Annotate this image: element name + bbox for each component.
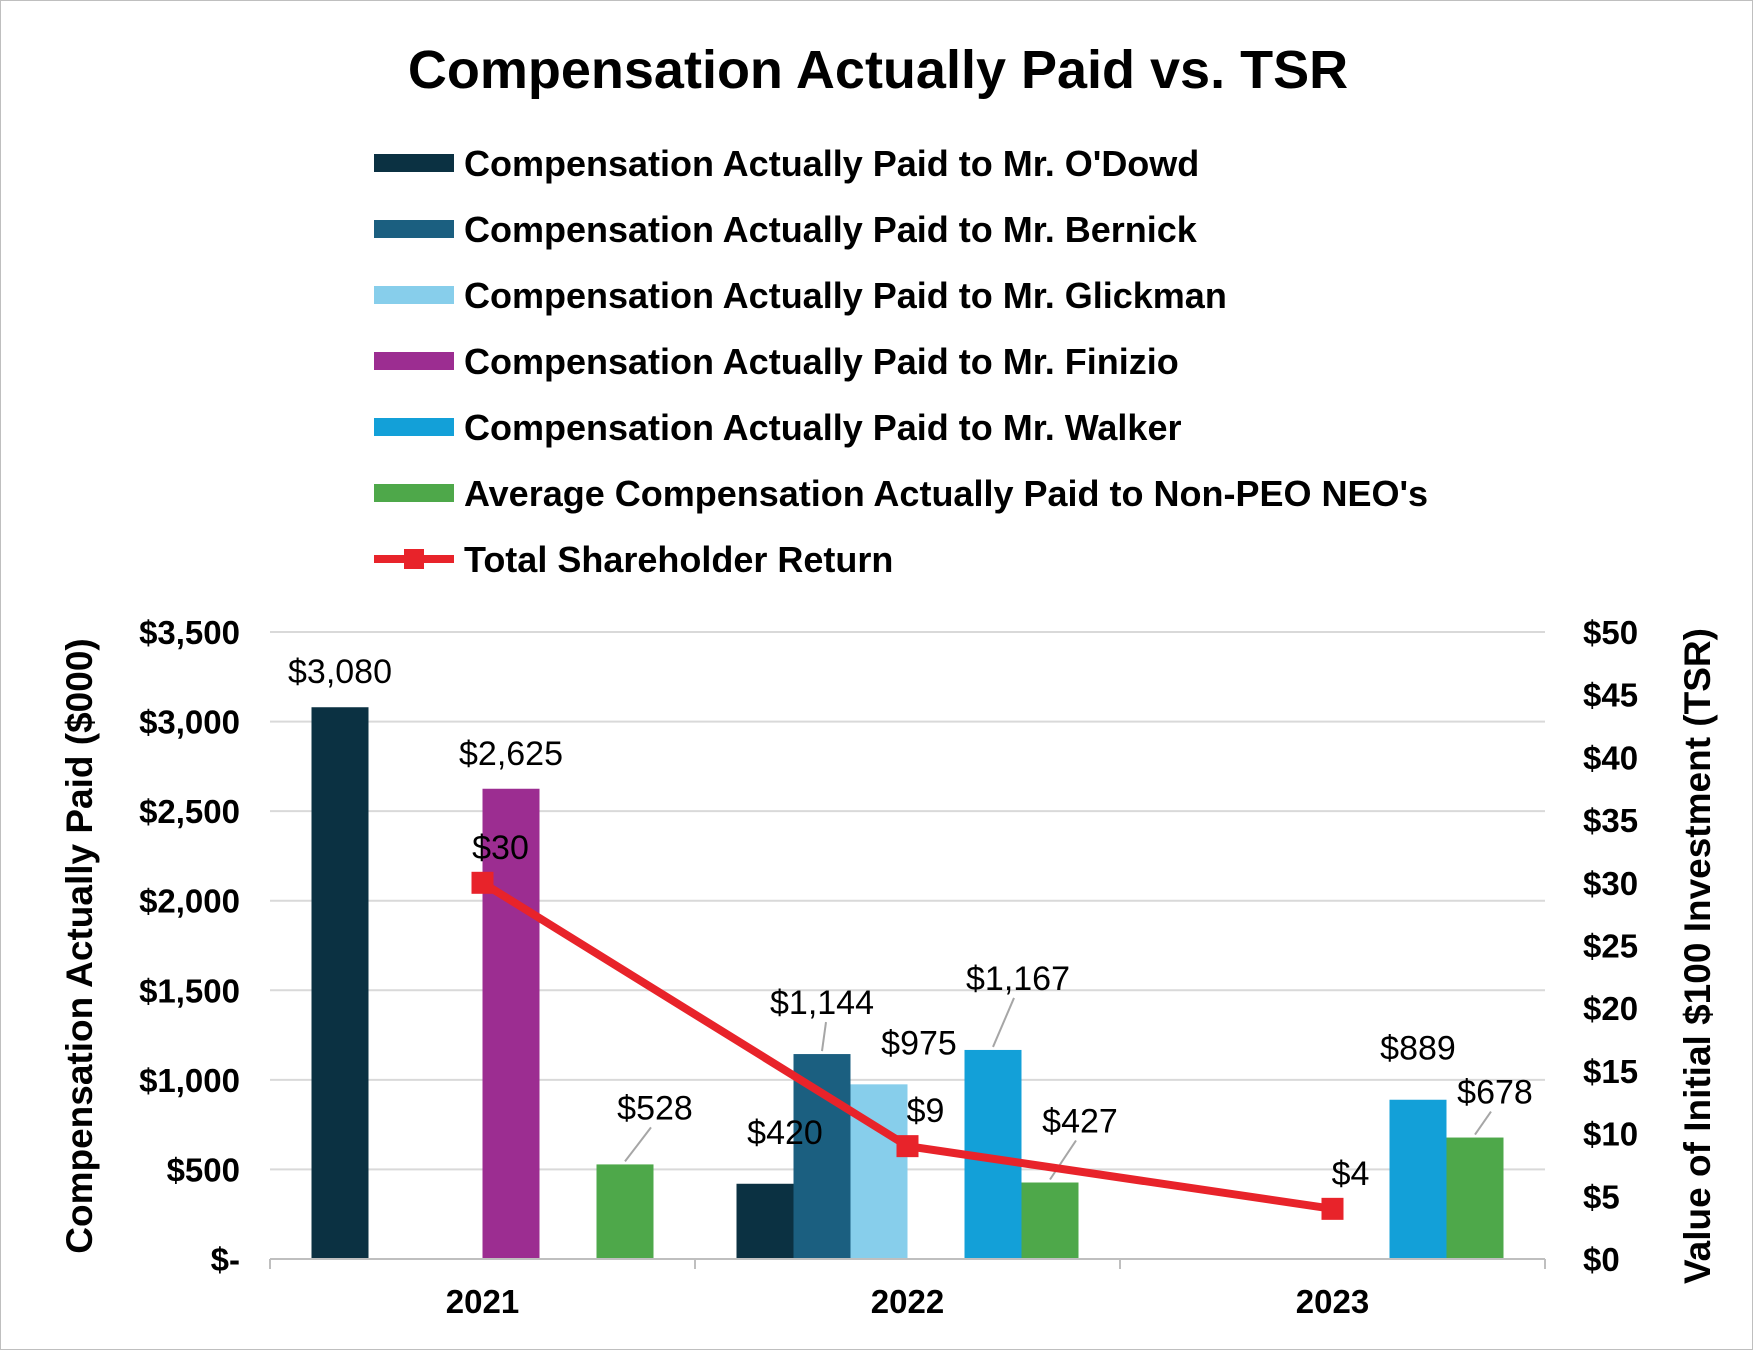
y2-tick-label: $15	[1583, 1053, 1638, 1090]
y2-tick-label: $20	[1583, 990, 1638, 1027]
legend-label-compensation-actually-paid-to-mr-walker: Compensation Actually Paid to Mr. Walker	[464, 407, 1181, 448]
y-tick-label: $3,000	[139, 704, 240, 741]
data-label: $2,625	[459, 735, 563, 773]
bar-compensation-actually-paid-to-mr-finizio-2021	[482, 788, 540, 1259]
y-tick-label: $1,500	[139, 972, 240, 1009]
legend-swatch-compensation-actually-paid-to-mr-finizio	[374, 352, 454, 370]
legend-swatch-tsr-marker	[404, 549, 424, 569]
axes: $- $500 $1,000 $1,500 $2,000 $2,500 $3,000 $3,5…	[59, 614, 1718, 1320]
data-label: $975	[881, 1024, 957, 1062]
y-axis-title: Compensation Actually Paid ($000)	[59, 638, 100, 1253]
tsr-data-label: $30	[472, 829, 529, 867]
data-labels: $3,080 $420 $1,144$975 $2,625 $1,167 $889 $528…	[288, 653, 1533, 1193]
y2-axis-title: Value of Initial $100 Investment (TSR)	[1677, 628, 1718, 1284]
bar-compensation-actually-paid-to-mr-o-dowd-2022	[736, 1183, 794, 1259]
data-label: $427	[1042, 1103, 1118, 1141]
label-leader-lines	[624, 997, 1492, 1181]
y2-tick-label: $35	[1583, 802, 1638, 839]
y2-tick-label: $5	[1583, 1178, 1620, 1215]
tsr-marker-2021	[471, 871, 494, 894]
y2-tick-label: $10	[1583, 1116, 1638, 1153]
legend-swatch-compensation-actually-paid-to-mr-glickman	[374, 286, 454, 304]
data-label: $1,167	[966, 960, 1070, 998]
bar-average-compensation-actually-paid-to-non-peo-neo-s-2021	[596, 1164, 654, 1259]
leader-line	[1474, 1110, 1492, 1136]
data-label: $420	[747, 1114, 823, 1152]
y-tick-label: $500	[167, 1151, 240, 1188]
x-category-label: 2021	[446, 1283, 519, 1320]
leader-line	[992, 997, 1015, 1048]
y-tick-label: $3,500	[139, 614, 240, 651]
chart-title: Compensation Actually Paid vs. TSR	[408, 40, 1348, 100]
tsr-data-label: $9	[907, 1092, 945, 1130]
bar-compensation-actually-paid-to-mr-walker-2023	[1389, 1099, 1447, 1259]
y2-tick-label: $30	[1583, 865, 1638, 902]
leader-line	[1049, 1139, 1077, 1181]
data-label: $528	[617, 1089, 693, 1127]
y-tick-label: $2,500	[139, 793, 240, 830]
bar-compensation-actually-paid-to-mr-o-dowd-2021	[311, 707, 369, 1259]
legend-label-total-shareholder-return: Total Shareholder Return	[464, 539, 893, 580]
y2-tick-label: $25	[1583, 928, 1638, 965]
bars	[311, 707, 1504, 1259]
y2-tick-label: $40	[1583, 739, 1638, 776]
tsr-data-label: $4	[1332, 1155, 1370, 1193]
leader-line	[821, 1021, 827, 1052]
data-label: $3,080	[288, 653, 392, 691]
x-category-label: 2022	[871, 1283, 944, 1320]
y2-tick-label: $45	[1583, 677, 1638, 714]
y2-tick-label: $0	[1583, 1241, 1620, 1278]
bar-compensation-actually-paid-to-mr-glickman-2022	[850, 1084, 908, 1259]
legend-swatch-compensation-actually-paid-to-mr-bernick	[374, 220, 454, 238]
leader-line	[624, 1126, 652, 1163]
legend-swatch-average-compensation-actually-paid-to-non-peo-neo-s	[374, 484, 454, 502]
legend-label-compensation-actually-paid-to-mr-glickman: Compensation Actually Paid to Mr. Glickm…	[464, 275, 1227, 316]
bar-compensation-actually-paid-to-mr-bernick-2022	[793, 1054, 851, 1259]
legend-label-compensation-actually-paid-to-mr-o-dowd: Compensation Actually Paid to Mr. O'Dowd	[464, 143, 1199, 184]
bar-average-compensation-actually-paid-to-non-peo-neo-s-2022	[1021, 1182, 1079, 1259]
tsr-line	[471, 871, 1344, 1220]
legend-swatch-compensation-actually-paid-to-mr-walker	[374, 418, 454, 436]
x-category-label: 2023	[1296, 1283, 1369, 1320]
tsr-marker-2023	[1321, 1197, 1344, 1220]
data-label: $1,144	[770, 984, 874, 1022]
y-tick-label: $-	[211, 1241, 240, 1278]
legend: Compensation Actually Paid to Mr. O'Dowd…	[374, 143, 1428, 580]
y-tick-label: $2,000	[139, 883, 240, 920]
data-label: $889	[1380, 1030, 1456, 1068]
tsr-marker-2022	[896, 1135, 919, 1158]
data-label: $678	[1457, 1074, 1533, 1112]
legend-swatch-compensation-actually-paid-to-mr-o-dowd	[374, 154, 454, 172]
bar-average-compensation-actually-paid-to-non-peo-neo-s-2023	[1446, 1137, 1504, 1259]
y2-tick-label: $50	[1583, 614, 1638, 651]
legend-label-average-compensation-actually-paid-to-non-peo-neo-s: Average Compensation Actually Paid to No…	[464, 473, 1428, 514]
legend-label-compensation-actually-paid-to-mr-bernick: Compensation Actually Paid to Mr. Bernic…	[464, 209, 1198, 250]
y-tick-label: $1,000	[139, 1062, 240, 1099]
legend-label-compensation-actually-paid-to-mr-finizio: Compensation Actually Paid to Mr. Finizi…	[464, 341, 1179, 382]
